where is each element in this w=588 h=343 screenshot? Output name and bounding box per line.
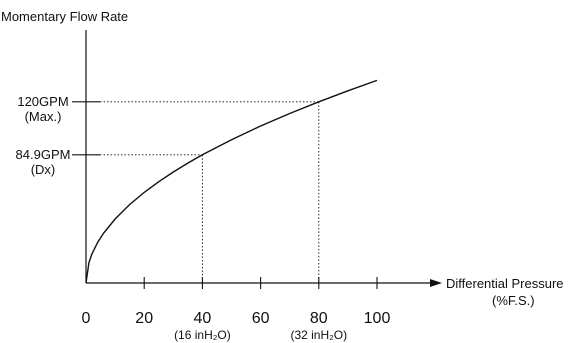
x-tick-sublabel: (16 inH₂O) — [174, 328, 231, 342]
x-tick-label: 0 — [82, 310, 91, 327]
flow-curve — [85, 79, 378, 284]
x-tick-sublabel: (32 inH₂O) — [290, 328, 347, 342]
y-mark-label: 84.9GPM — [16, 147, 71, 162]
x-axis — [86, 279, 442, 287]
y-reference-marks: 84.9GPM(Dx) 120GPM(Max.) — [16, 94, 100, 177]
y-axis-label: Momentary Flow Rate — [1, 9, 128, 24]
x-tick-label: 60 — [252, 310, 270, 327]
x-axis-label: Differential Pressure — [446, 276, 564, 291]
x-axis-unit: (%F.S.) — [492, 293, 535, 308]
x-tick-label: 100 — [364, 310, 391, 327]
x-ticks: 0 20 40(16 inH₂O) 60 80(32 inH₂O) 100 — [82, 277, 391, 342]
x-tick-label: 20 — [135, 310, 153, 327]
y-mark-sublabel: (Max.) — [25, 109, 62, 124]
x-axis-arrowhead — [430, 279, 442, 287]
y-mark-label: 120GPM — [17, 94, 68, 109]
y-mark-sublabel: (Dx) — [31, 162, 56, 177]
x-tick-label: 80 — [310, 310, 328, 327]
reference-lines — [100, 101, 320, 283]
x-tick-label: 40 — [194, 310, 212, 327]
